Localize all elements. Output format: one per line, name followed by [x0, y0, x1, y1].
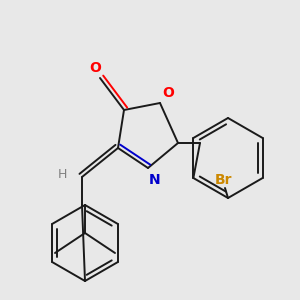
- Text: H: H: [57, 167, 67, 181]
- Text: Br: Br: [214, 173, 232, 187]
- Text: O: O: [89, 61, 101, 75]
- Text: N: N: [149, 173, 161, 187]
- Text: O: O: [162, 86, 174, 100]
